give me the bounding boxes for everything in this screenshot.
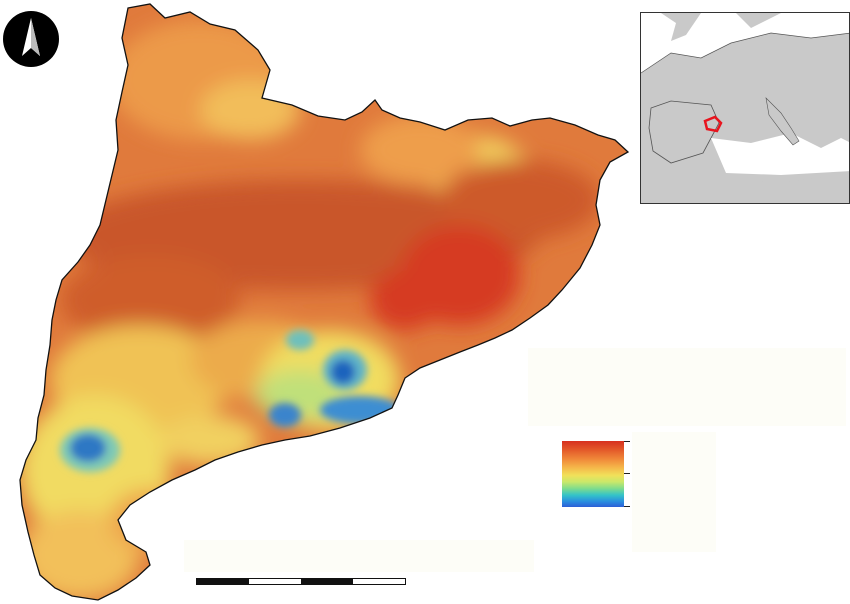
- locator-inset-graphic: [641, 13, 849, 203]
- scale-segment: [353, 579, 405, 584]
- scale-label-area: [184, 540, 534, 572]
- locator-inset-map: [640, 12, 850, 204]
- scale-bar: [196, 578, 406, 585]
- scale-segment: [249, 579, 301, 584]
- legend-color-ramp: [562, 441, 624, 507]
- legend-labels-area: [632, 432, 716, 552]
- legend-tick-bottom: [624, 506, 630, 507]
- north-arrow-icon: [3, 11, 59, 67]
- legend-tick-top: [624, 441, 630, 442]
- legend-title-area: [528, 348, 846, 426]
- scale-segment: [197, 579, 249, 584]
- scale-segment: [301, 579, 353, 584]
- legend-tick-mid: [624, 473, 630, 474]
- region-border: [19, 3, 630, 601]
